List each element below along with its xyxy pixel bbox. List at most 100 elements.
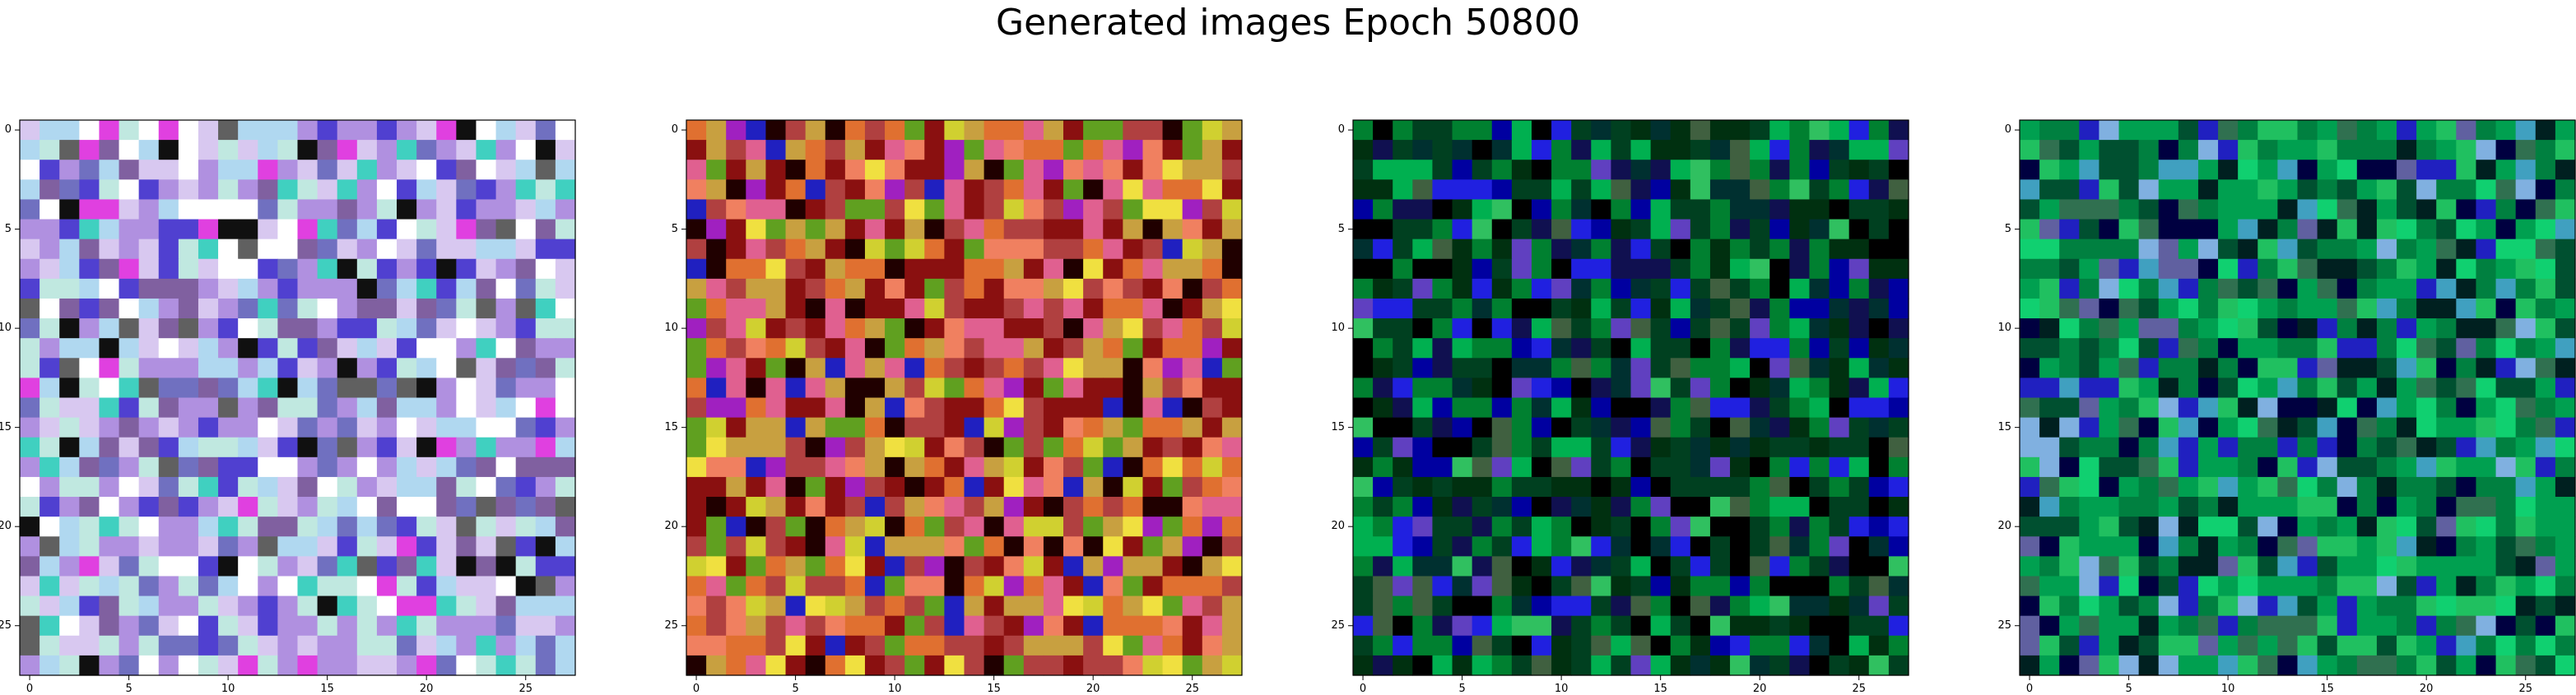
pixel-cell bbox=[1123, 437, 1144, 458]
pixel-cell bbox=[2297, 358, 2318, 378]
pixel-cell bbox=[885, 258, 905, 280]
pixel-cell bbox=[337, 120, 358, 141]
pixel-cell bbox=[983, 140, 1005, 160]
pixel-cell bbox=[376, 655, 398, 676]
pixel-cell bbox=[1103, 239, 1123, 260]
pixel-cell bbox=[1393, 476, 1413, 498]
pixel-cell bbox=[1373, 456, 1393, 478]
pixel-cell bbox=[785, 517, 807, 537]
pixel-cell bbox=[1611, 456, 1632, 478]
pixel-cell bbox=[59, 358, 80, 378]
pixel-cell bbox=[2118, 397, 2140, 419]
pixel-cell bbox=[726, 120, 746, 141]
pixel-cell bbox=[1769, 120, 1790, 141]
pixel-cell bbox=[1690, 497, 1711, 517]
pixel-cell bbox=[1472, 298, 1493, 319]
pixel-cell bbox=[1630, 298, 1652, 319]
pixel-cell bbox=[416, 160, 437, 180]
pixel-cell bbox=[2476, 437, 2497, 458]
pixel-cell bbox=[726, 258, 746, 280]
pixel-cell bbox=[1630, 576, 1652, 597]
pixel-cell bbox=[1829, 239, 1850, 260]
pixel-cell bbox=[1221, 219, 1243, 240]
pixel-cell bbox=[436, 476, 457, 498]
pixel-cell bbox=[495, 615, 517, 637]
pixel-cell bbox=[2476, 140, 2497, 160]
pixel-cell bbox=[476, 635, 497, 656]
pixel-cell bbox=[59, 120, 80, 141]
pixel-cell bbox=[983, 497, 1005, 517]
pixel-cell bbox=[904, 536, 925, 557]
pixel-cell bbox=[2257, 358, 2278, 378]
pixel-cell bbox=[1063, 417, 1084, 438]
pixel-cell bbox=[238, 476, 258, 498]
pixel-cell bbox=[2079, 456, 2100, 478]
pixel-cell bbox=[2020, 278, 2040, 299]
pixel-cell bbox=[2317, 615, 2338, 637]
pixel-cell bbox=[337, 476, 358, 498]
pixel-cell bbox=[2515, 635, 2536, 656]
pixel-cell bbox=[515, 160, 537, 180]
pixel-cell bbox=[1769, 517, 1790, 537]
pixel-cell bbox=[1789, 258, 1811, 280]
pixel-cell bbox=[99, 239, 120, 260]
pixel-cell bbox=[1809, 595, 1830, 617]
pixel-cell bbox=[746, 655, 767, 676]
pixel-cell bbox=[785, 258, 807, 280]
pixel-cell bbox=[1432, 556, 1453, 577]
pixel-cell bbox=[555, 179, 576, 201]
pixel-cell bbox=[356, 595, 378, 617]
pixel-cell bbox=[2197, 595, 2219, 617]
pixel-cell bbox=[885, 239, 905, 260]
pixel-cell bbox=[436, 655, 457, 676]
pixel-cell bbox=[495, 556, 517, 577]
pixel-cell bbox=[1452, 318, 1473, 339]
pixel-cell bbox=[337, 595, 358, 617]
pixel-cell bbox=[1063, 219, 1084, 240]
pixel-cell bbox=[2020, 160, 2040, 180]
pixel-cell bbox=[2476, 199, 2497, 220]
pixel-cell bbox=[376, 140, 398, 160]
pixel-cell bbox=[1003, 258, 1025, 280]
pixel-cell bbox=[59, 536, 80, 557]
pixel-cell bbox=[535, 397, 556, 419]
pixel-cell bbox=[805, 576, 826, 597]
pixel-cell bbox=[1472, 199, 1493, 220]
pixel-cell bbox=[2356, 140, 2378, 160]
pixel-cell bbox=[258, 576, 278, 597]
pixel-cell bbox=[1709, 278, 1731, 299]
pixel-cell bbox=[1083, 120, 1104, 141]
pixel-cell bbox=[1690, 278, 1711, 299]
pixel-cell bbox=[1023, 278, 1044, 299]
pixel-cell bbox=[2197, 417, 2219, 438]
pixel-cell bbox=[1393, 497, 1413, 517]
pixel-cell bbox=[785, 595, 807, 617]
pixel-cell bbox=[1630, 179, 1652, 201]
pixel-cell bbox=[1142, 655, 1164, 676]
pixel-cell bbox=[1630, 595, 1652, 617]
pixel-cell bbox=[1551, 517, 1572, 537]
pixel-cell bbox=[1809, 517, 1830, 537]
pixel-cell bbox=[1591, 417, 1611, 438]
pixel-cell bbox=[2138, 358, 2160, 378]
pixel-cell bbox=[1611, 576, 1632, 597]
pixel-cell bbox=[1511, 635, 1532, 656]
pixel-cell bbox=[746, 258, 767, 280]
pixel-cell bbox=[2257, 298, 2278, 319]
pixel-cell bbox=[99, 397, 120, 419]
pixel-cell bbox=[2535, 556, 2556, 577]
pixel-cell bbox=[2376, 655, 2397, 676]
pixel-cell bbox=[2317, 179, 2338, 201]
pixel-cell bbox=[2397, 199, 2417, 220]
pixel-cell bbox=[198, 595, 219, 617]
pixel-cell bbox=[2277, 397, 2299, 419]
pixel-cell bbox=[1452, 556, 1473, 577]
pixel-cell bbox=[416, 576, 437, 597]
pixel-cell bbox=[1611, 120, 1632, 141]
pixel-cell bbox=[785, 635, 807, 656]
pixel-cell bbox=[2476, 397, 2497, 419]
pixel-cell bbox=[726, 298, 746, 319]
pixel-cell bbox=[2138, 595, 2160, 617]
pixel-cell bbox=[1690, 120, 1711, 141]
pixel-cell bbox=[2257, 456, 2278, 478]
